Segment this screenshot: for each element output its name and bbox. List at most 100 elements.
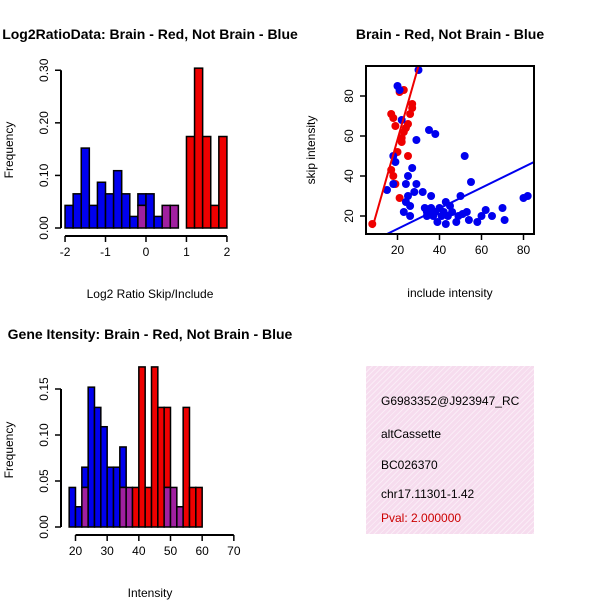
- histogram-bar-overlap: [176, 506, 184, 528]
- histogram-bar: [157, 406, 165, 528]
- x-tick-label: 60: [195, 544, 209, 558]
- not-brain-point: [408, 164, 417, 172]
- histogram-bar: [188, 486, 197, 528]
- x-tick-label: 60: [475, 243, 489, 257]
- brain-point: [395, 194, 404, 202]
- x-axis-label: Intensity: [128, 586, 173, 600]
- not-brain-point: [391, 158, 400, 166]
- not-brain-point: [399, 208, 408, 216]
- brain-point: [404, 152, 412, 160]
- not-brain-point: [389, 180, 398, 188]
- p-value: Pval: 2.000000: [381, 511, 462, 525]
- not-brain-point: [464, 216, 473, 224]
- brain-point: [404, 120, 412, 128]
- brain-point: [397, 134, 406, 142]
- histogram-bar-overlap: [119, 486, 127, 528]
- x-tick-label: -1: [100, 245, 111, 259]
- not-brain-fit-line: [386, 161, 534, 234]
- x-tick-label: 80: [517, 243, 531, 257]
- y-tick-label: 0.20: [37, 111, 51, 135]
- y-tick-label: 0.10: [37, 423, 51, 447]
- x-tick-label: 40: [132, 544, 146, 558]
- bars-group: [68, 366, 203, 528]
- y-axis-label: skip intensity: [304, 116, 318, 185]
- not-brain-point: [467, 178, 475, 186]
- not-brain-point: [431, 130, 440, 138]
- histogram-bar: [150, 366, 159, 528]
- x-tick-label: 1: [183, 245, 190, 259]
- probe-info-box: G6983352@J923947_RC altCassette BC026370…: [366, 366, 534, 534]
- brain-point: [408, 100, 417, 108]
- not-brain-point: [395, 86, 404, 94]
- histogram-bar: [163, 406, 172, 489]
- histogram-bar: [218, 135, 228, 229]
- histogram-bar: [195, 486, 203, 528]
- histogram-bar-overlap: [81, 486, 89, 528]
- histogram-bar: [131, 486, 140, 528]
- histogram-bar: [68, 486, 77, 528]
- x-tick-label: 40: [433, 243, 447, 257]
- event-type: altCassette: [381, 427, 442, 441]
- not-brain-point: [433, 218, 442, 226]
- not-brain-point: [410, 188, 419, 196]
- not-brain-point: [498, 204, 507, 212]
- plot-frame: [365, 65, 535, 235]
- chart-title: Brain - Red, Not Brain - Blue: [356, 26, 544, 42]
- not-brain-point: [404, 172, 412, 180]
- brain-point: [389, 172, 398, 180]
- y-tick-label: 0.10: [37, 163, 51, 187]
- x-tick-label: 0: [143, 245, 150, 259]
- accession: BC026370: [381, 458, 438, 472]
- chart-title: Log2RatioData: Brain - Red, Not Brain - …: [2, 26, 298, 42]
- histogram-bar: [100, 425, 108, 528]
- not-brain-point: [401, 180, 410, 188]
- not-brain-point: [500, 216, 509, 224]
- x-axis-label: include intensity: [407, 286, 492, 300]
- y-tick-label: 0.05: [37, 469, 51, 493]
- not-brain-point: [406, 212, 415, 220]
- brain-point: [391, 122, 400, 130]
- not-brain-point: [425, 126, 433, 134]
- histogram-bar: [106, 466, 115, 528]
- histogram-bar: [119, 446, 127, 489]
- not-brain-point: [406, 202, 415, 210]
- histogram-bar: [201, 135, 212, 229]
- histogram-bar-overlap: [169, 204, 180, 229]
- not-brain-point: [477, 212, 486, 220]
- histogram-bar: [80, 147, 91, 229]
- histogram-bar-overlap: [163, 486, 172, 528]
- x-axis-label: Log2 Ratio Skip/Include: [87, 287, 214, 301]
- brain-fit-line: [371, 66, 420, 229]
- not-brain-point: [523, 192, 532, 200]
- axes-group: -2 -1 0 1 2 0.00 0.10 0.20 0.30: [37, 58, 231, 259]
- not-brain-point: [460, 152, 469, 160]
- histogram-bar: [182, 406, 191, 528]
- not-brain-point: [473, 218, 482, 226]
- bars-group: [64, 67, 228, 229]
- genomic-location: chr17.11301-1.42: [381, 487, 475, 501]
- y-tick-label: 0.00: [37, 216, 51, 240]
- not-brain-point: [383, 186, 391, 194]
- not-brain-point: [412, 136, 421, 144]
- brain-point: [406, 110, 415, 118]
- x-tick-label: 2: [224, 245, 231, 259]
- histogram-bar: [145, 193, 155, 229]
- histogram-bar: [120, 193, 131, 229]
- probe-id: G6983352@J923947_RC: [381, 394, 520, 408]
- x-tick-label: 20: [391, 243, 405, 257]
- y-tick-label: 40: [342, 169, 356, 183]
- not-brain-point: [488, 212, 496, 220]
- not-brain-point: [452, 218, 461, 226]
- histogram-bar: [138, 366, 146, 528]
- histogram-bar: [81, 466, 89, 489]
- x-tick-label: 30: [100, 544, 114, 558]
- y-tick-label: 20: [342, 209, 356, 223]
- y-tick-label: 60: [342, 129, 356, 143]
- plot-area: [368, 66, 534, 234]
- not-brain-point: [441, 220, 450, 228]
- y-tick-label: 0.00: [37, 515, 51, 539]
- x-tick-label: -2: [60, 245, 71, 259]
